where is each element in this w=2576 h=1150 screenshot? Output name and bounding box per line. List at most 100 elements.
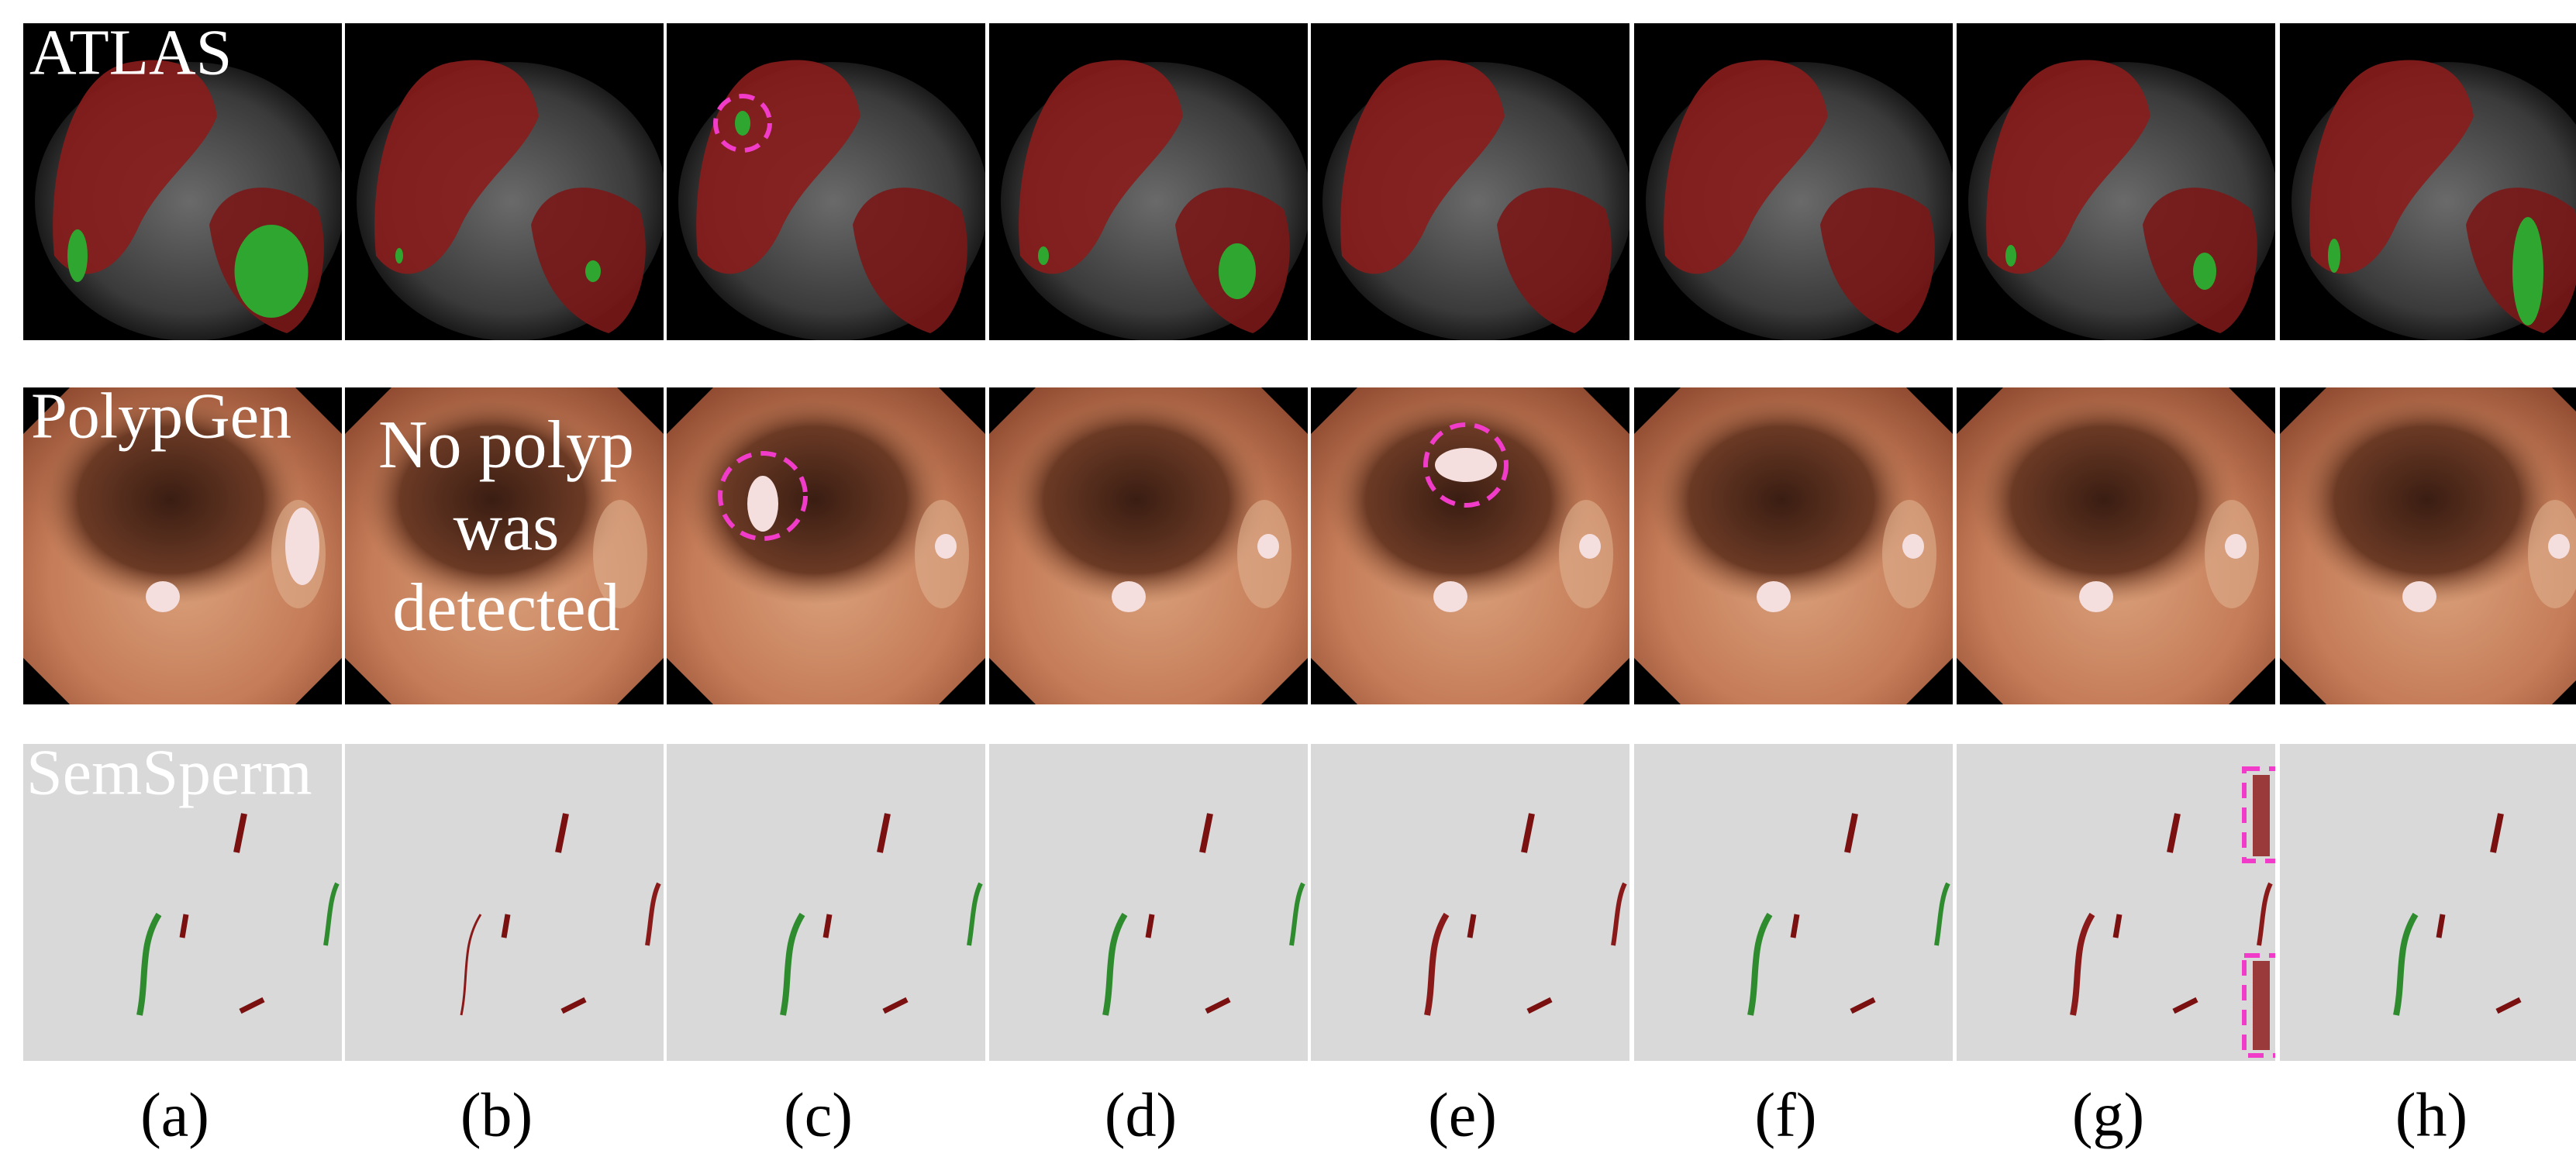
lumen	[1650, 395, 1913, 604]
mask	[146, 581, 180, 612]
cell	[826, 914, 829, 938]
polyp-panel	[2280, 387, 2576, 704]
lesion	[2512, 217, 2543, 325]
column-label: (f)	[1755, 1081, 1817, 1149]
polyp-panel	[1311, 387, 1629, 704]
segment	[2253, 961, 2270, 1050]
atlas-panel	[667, 23, 1004, 352]
sperm-content	[1634, 744, 1973, 1061]
polyp-panel	[667, 387, 985, 704]
mask	[285, 508, 319, 585]
background	[667, 744, 985, 1061]
background	[1957, 744, 2275, 1061]
polyp-content	[1311, 387, 1629, 704]
cell	[504, 914, 508, 938]
mask	[2402, 581, 2436, 612]
background	[2280, 744, 2576, 1061]
cell	[2439, 914, 2443, 938]
lesion	[1219, 243, 1256, 299]
sperm-content	[345, 744, 684, 1061]
lesion	[735, 111, 750, 136]
annotation-line: was	[453, 490, 560, 565]
mask	[1433, 581, 1467, 612]
lesion	[2328, 239, 2340, 273]
sperm-content	[989, 744, 1328, 1061]
lesion	[67, 229, 88, 282]
polyp-panel	[1957, 387, 2275, 704]
polyp-content	[667, 387, 985, 704]
mask	[747, 476, 778, 532]
sperm-panel	[1634, 744, 1973, 1061]
lesion	[1038, 246, 1049, 265]
mask	[935, 534, 957, 559]
polyp-content	[1957, 387, 2275, 704]
annotation-line: detected	[392, 570, 619, 646]
mask	[2548, 534, 2570, 559]
mask	[1257, 534, 1279, 559]
row-label: SemSperm	[26, 736, 312, 808]
atlas-content	[989, 23, 1326, 352]
lumen	[1972, 395, 2236, 604]
mask	[1902, 534, 1924, 559]
sperm-panel	[989, 744, 1328, 1061]
mask	[1579, 534, 1601, 559]
column-label: (d)	[1105, 1081, 1177, 1149]
sperm-content	[667, 744, 1005, 1061]
mask	[2225, 534, 2247, 559]
background	[1311, 744, 1629, 1061]
column-label: (a)	[140, 1081, 209, 1149]
polyp-panel	[1634, 387, 1953, 704]
background	[989, 744, 1308, 1061]
polyp-panel	[989, 387, 1308, 704]
atlas-panel	[345, 23, 682, 352]
sperm-panel	[2280, 744, 2576, 1061]
background	[1634, 744, 1953, 1061]
row-label: PolypGen	[31, 380, 291, 452]
cell	[1470, 914, 1474, 938]
mask	[1435, 448, 1497, 482]
sperm-panel	[1957, 744, 2295, 1061]
atlas-content	[1634, 23, 1971, 352]
polyp-content	[1634, 387, 1953, 704]
cell	[182, 914, 186, 938]
column-label: (c)	[784, 1081, 853, 1149]
atlas-content	[345, 23, 682, 352]
lumen	[1005, 395, 1268, 604]
cell	[1793, 914, 1797, 938]
annotation-line: No polyp	[378, 408, 634, 483]
sperm-content	[1311, 744, 1650, 1061]
lumen	[2295, 395, 2559, 604]
sperm-panel	[1311, 744, 1650, 1061]
sperm-content	[1957, 744, 2295, 1061]
polyp-content	[2280, 387, 2576, 704]
atlas-panel	[1311, 23, 1648, 352]
atlas-content	[1957, 23, 2294, 352]
atlas-panel	[1634, 23, 1971, 352]
lesion	[2193, 253, 2216, 290]
lesion	[2005, 245, 2016, 267]
column-label: (b)	[460, 1081, 533, 1149]
atlas-content	[2280, 23, 2576, 352]
mask	[2079, 581, 2113, 612]
mask	[1112, 581, 1146, 612]
atlas-content	[667, 23, 1004, 352]
row-label: ATLAS	[29, 16, 232, 88]
atlas-content	[1311, 23, 1648, 352]
segment	[2253, 775, 2270, 856]
background	[345, 744, 664, 1061]
atlas-panel	[2280, 23, 2576, 352]
atlas-panel	[1957, 23, 2294, 352]
lesion	[235, 225, 309, 318]
panels	[23, 23, 2576, 1061]
lesion	[585, 260, 601, 282]
sperm-panel	[345, 744, 684, 1061]
sperm-content	[2280, 744, 2576, 1061]
column-label: (g)	[2072, 1081, 2144, 1149]
column-label: (e)	[1428, 1081, 1497, 1149]
atlas-panel	[989, 23, 1326, 352]
figure: ATLAS PolypGen SemSperm No polyp was det…	[0, 0, 2576, 1150]
column-label: (h)	[2395, 1081, 2467, 1149]
cell	[1148, 914, 1152, 938]
polyp-content	[989, 387, 1308, 704]
sperm-panel	[667, 744, 1005, 1061]
